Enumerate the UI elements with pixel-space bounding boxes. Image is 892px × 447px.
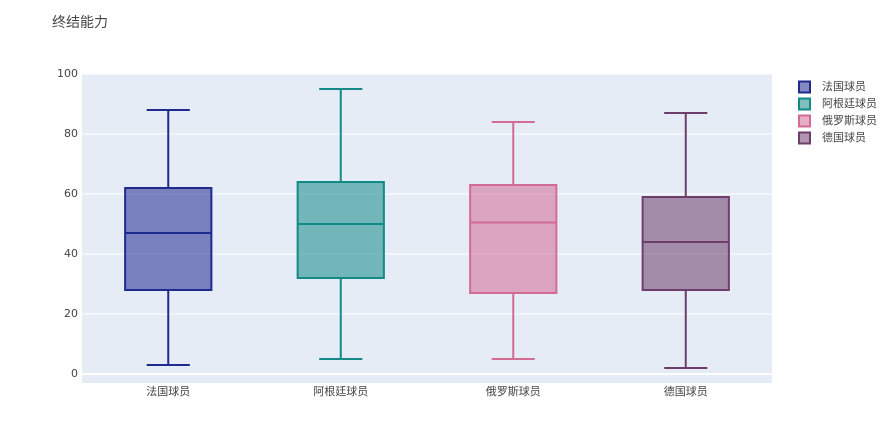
x-tick-label: 阿根廷球员 xyxy=(313,384,368,398)
box xyxy=(641,196,730,291)
chart-title: 终结能力 xyxy=(52,15,108,31)
legend-swatch xyxy=(798,97,811,111)
y-tick-label: 80 xyxy=(64,127,78,140)
x-tick-label: 法国球员 xyxy=(146,384,190,398)
legend-swatch xyxy=(798,80,811,94)
y-tick-label: 20 xyxy=(64,307,78,320)
legend-label: 德国球员 xyxy=(822,130,866,144)
legend-label: 阿根廷球员 xyxy=(822,96,877,110)
box xyxy=(296,181,385,279)
legend-swatch xyxy=(798,131,811,145)
y-tick-label: 0 xyxy=(71,367,78,380)
legend-label: 法国球员 xyxy=(822,79,866,93)
y-tick-label: 100 xyxy=(57,67,78,80)
legend-label: 俄罗斯球员 xyxy=(822,113,877,127)
box xyxy=(469,184,558,294)
x-tick-label: 德国球员 xyxy=(664,384,708,398)
box xyxy=(124,187,213,291)
y-tick-label: 40 xyxy=(64,247,78,260)
legend-swatch xyxy=(798,114,811,128)
y-tick-label: 60 xyxy=(64,187,78,200)
x-tick-label: 俄罗斯球员 xyxy=(486,384,541,398)
